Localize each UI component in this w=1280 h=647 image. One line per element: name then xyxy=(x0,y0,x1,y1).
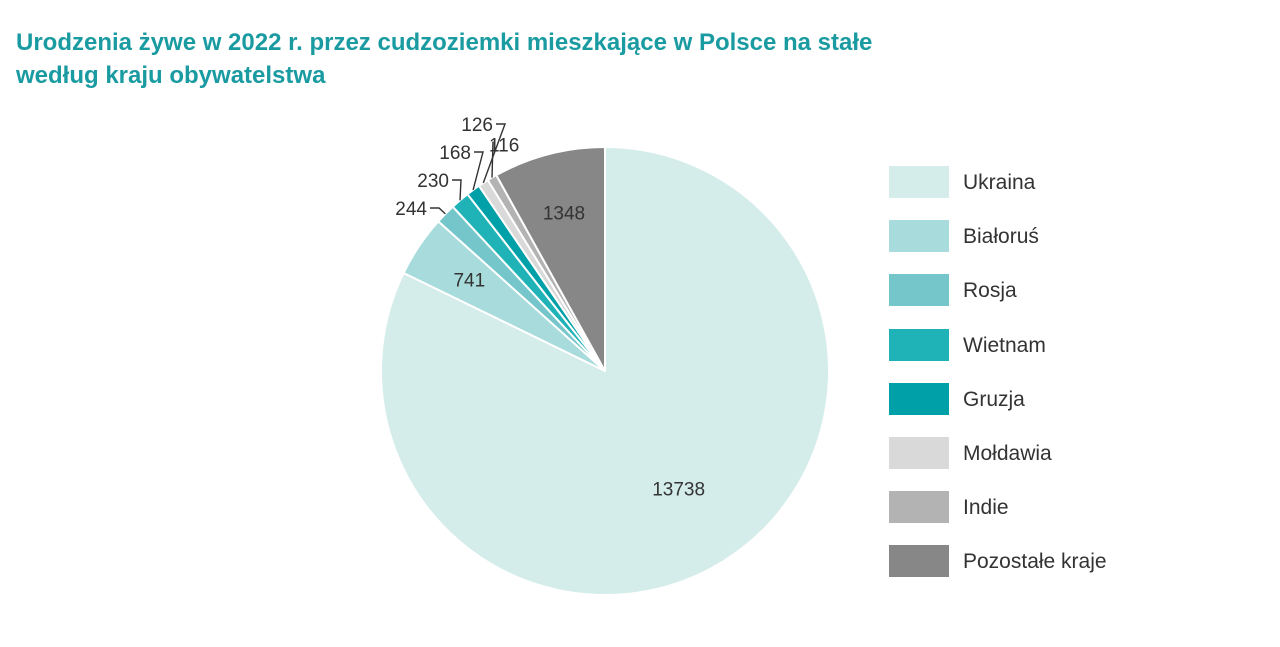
leader-line-moldawia xyxy=(482,123,507,184)
legend-label: Ukraina xyxy=(963,171,1036,194)
data-label-bialorus: 741 xyxy=(453,271,485,292)
data-label-wietnam: 230 xyxy=(417,171,449,192)
legend-swatch xyxy=(889,382,949,415)
legend-label: Rosja xyxy=(963,279,1017,303)
data-label-moldawia: 126 xyxy=(461,115,493,136)
chart-title: Urodzenia żywe w 2022 r. przez cudzoziem… xyxy=(16,26,1016,92)
legend-label: Mołdawia xyxy=(963,441,1052,465)
legend-swatch xyxy=(889,274,949,307)
chart-title-line-2: według kraju obywatelstwa xyxy=(16,62,326,89)
leader-line-wietnam xyxy=(452,179,462,201)
leader-line-indie xyxy=(491,141,494,178)
legend-label: Białoruś xyxy=(963,225,1039,249)
legend-swatch xyxy=(889,220,949,253)
legend-swatch xyxy=(889,166,949,198)
legend-label: Indie xyxy=(963,496,1009,520)
leader-line-gruzja xyxy=(472,151,484,191)
chart-title-line-1: Urodzenia żywe w 2022 r. przez cudzoziem… xyxy=(16,29,873,56)
data-label-pozostale-kraje: 1348 xyxy=(543,204,585,225)
legend-label: Gruzja xyxy=(963,387,1025,411)
data-label-indie: 116 xyxy=(489,136,519,157)
pie-slice-ukraina xyxy=(380,146,830,596)
data-label-gruzja: 168 xyxy=(439,143,471,164)
legend-swatch xyxy=(889,436,949,469)
pie-slice-pozostale-kraje xyxy=(495,146,606,372)
legend-label: Pozostałe kraje xyxy=(963,550,1107,574)
legend-swatch xyxy=(889,328,949,361)
data-label-ukraina: 13738 xyxy=(652,480,705,501)
data-label-rosja: 244 xyxy=(395,199,427,220)
legend-label: Wietnam xyxy=(963,333,1046,357)
leader-line-rosja xyxy=(430,207,446,215)
legend-swatch xyxy=(889,545,949,578)
legend-swatch xyxy=(889,491,949,524)
